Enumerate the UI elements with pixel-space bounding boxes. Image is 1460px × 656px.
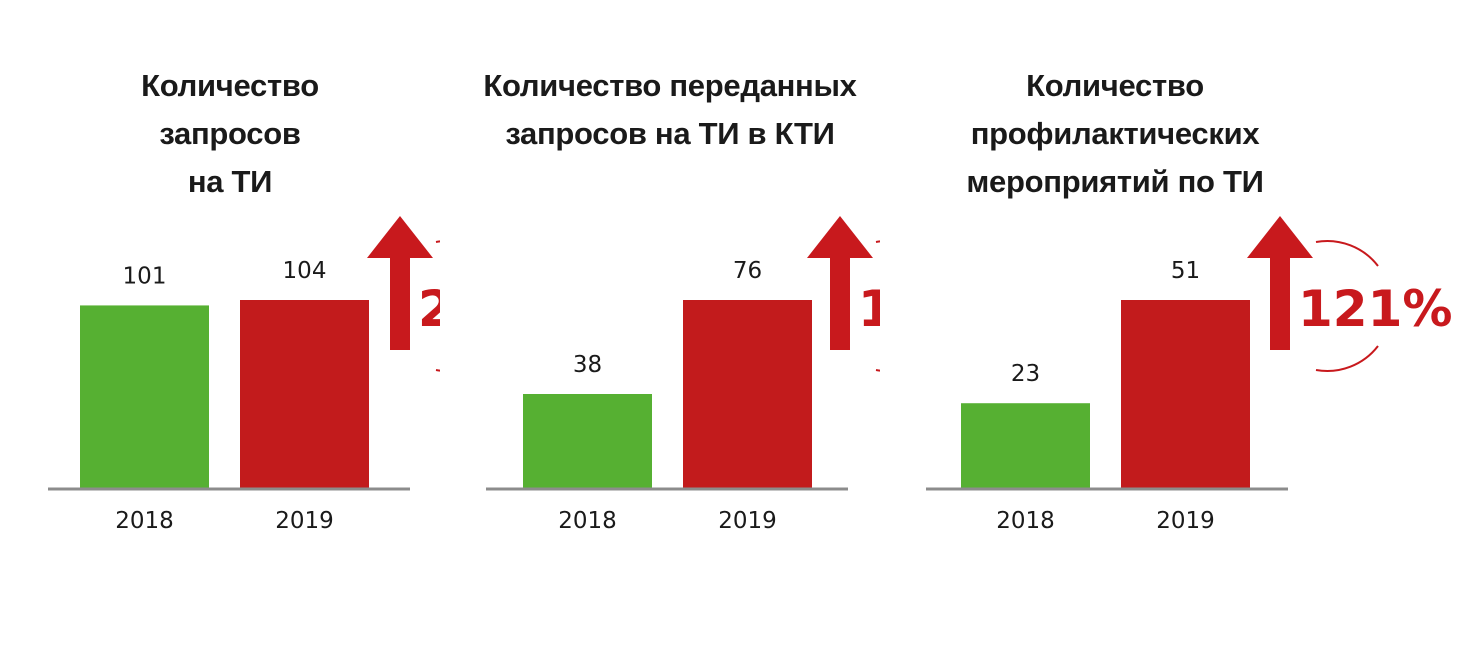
chart-svg: 101 2018 104 2019 2,9% [48, 216, 440, 534]
chart-title: Количество переданных запросов на ТИ в К… [483, 68, 857, 151]
value-label: 23 [1011, 361, 1040, 387]
value-label: 104 [283, 258, 327, 284]
value-label: 76 [733, 258, 762, 284]
bar-2019 [683, 300, 812, 488]
chart-title: Количество профилактических мероприятий … [966, 68, 1264, 199]
chart-panel-transferred: Количество переданных запросов на ТИ в К… [440, 0, 880, 656]
chart-svg: 23 2018 51 2019 121% [926, 216, 1452, 534]
chart-panel-requests: Количество запросов на ТИ 101 2018 104 2019… [0, 0, 440, 656]
growth-percent-label: 121% [1298, 280, 1452, 338]
value-label: 101 [123, 263, 167, 289]
growth-percent-label: 2,9% [418, 280, 440, 338]
bar-2019 [1121, 300, 1250, 488]
growth-circle-decoration [1315, 240, 1379, 372]
chart-title: Количество запросов на ТИ [141, 68, 319, 199]
bar-2019 [240, 300, 369, 488]
bar-2018 [961, 403, 1090, 488]
x-tick-label: 2018 [996, 508, 1055, 534]
x-tick-label: 2018 [115, 508, 174, 534]
arrow-up-icon [1247, 216, 1313, 350]
chart-svg: 38 2018 76 2019 100% [486, 216, 880, 534]
x-tick-label: 2019 [718, 508, 777, 534]
x-tick-label: 2018 [558, 508, 617, 534]
arrow-up-icon [367, 216, 433, 350]
value-label: 38 [573, 352, 602, 378]
bar-2018 [523, 394, 652, 488]
x-tick-label: 2019 [275, 508, 334, 534]
growth-percent-label: 100% [858, 280, 880, 338]
x-tick-label: 2019 [1156, 508, 1215, 534]
chart-panel-preventive: Количество профилактических мероприятий … [880, 0, 1460, 656]
value-label: 51 [1171, 258, 1200, 284]
bar-2018 [80, 305, 209, 488]
arrow-up-icon [807, 216, 873, 350]
